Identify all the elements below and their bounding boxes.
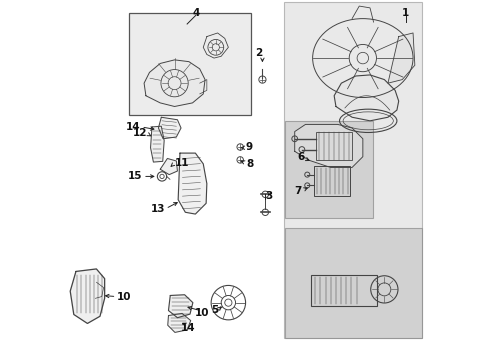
Text: 10: 10 (195, 309, 209, 318)
Bar (316, 132, 351, 160)
Polygon shape (294, 125, 362, 167)
Polygon shape (178, 153, 206, 214)
Polygon shape (70, 269, 104, 323)
Text: 12: 12 (132, 128, 147, 138)
Text: 9: 9 (245, 142, 253, 152)
Text: 5: 5 (211, 305, 218, 315)
Polygon shape (160, 158, 177, 175)
Text: 10: 10 (117, 292, 131, 302)
Polygon shape (333, 75, 398, 121)
Text: 14: 14 (125, 122, 140, 132)
Polygon shape (144, 60, 204, 107)
Bar (284, 121, 372, 218)
Bar (129, 13, 250, 116)
Polygon shape (387, 33, 414, 83)
Polygon shape (158, 117, 181, 139)
Text: 13: 13 (150, 204, 164, 215)
Bar (314, 166, 349, 196)
Text: 1: 1 (402, 8, 408, 18)
Text: 4: 4 (192, 8, 200, 18)
Text: 6: 6 (297, 152, 304, 162)
Polygon shape (150, 126, 164, 162)
Text: 3: 3 (264, 191, 272, 201)
Text: 14: 14 (180, 323, 195, 333)
Bar (284, 3, 421, 338)
Bar (310, 275, 376, 306)
Polygon shape (167, 314, 190, 332)
Text: 8: 8 (245, 158, 253, 168)
Polygon shape (168, 295, 192, 318)
Text: 11: 11 (174, 158, 189, 168)
Text: 7: 7 (294, 186, 302, 196)
Text: 15: 15 (127, 171, 142, 181)
Bar (284, 228, 421, 338)
Text: 2: 2 (255, 48, 262, 58)
